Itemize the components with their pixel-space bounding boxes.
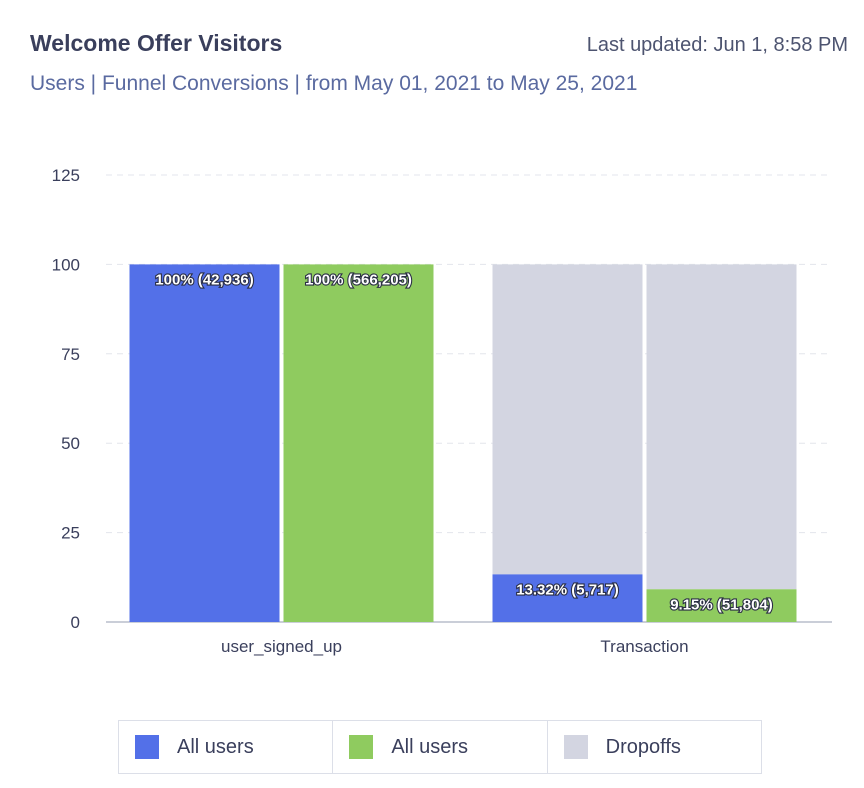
funnel-chart: 0 25 50 75 100 125 100% (42,936) 100% (566,205)…: [52, 166, 832, 656]
legend-item-dropoffs[interactable]: Dropoffs: [548, 721, 761, 773]
legend-label: All users: [177, 735, 254, 758]
y-tick-label: 25: [61, 524, 80, 543]
data-bar: [646, 589, 797, 622]
y-tick-label: 0: [71, 613, 80, 632]
legend-swatch-grey: [563, 735, 588, 759]
legend-label: Dropoffs: [605, 735, 681, 758]
legend-swatch-green: [349, 735, 374, 759]
y-tick-label: 75: [61, 345, 80, 364]
dropoff-bar: [492, 264, 643, 575]
y-tick-label: 100: [52, 255, 80, 274]
legend: All users All users Dropoffs: [118, 720, 762, 774]
bar-data-label: 100% (42,936): [155, 271, 253, 288]
bar-data-label: 100% (566,205): [305, 271, 412, 288]
data-bar: [129, 264, 280, 622]
data-bar: [283, 264, 434, 622]
legend-item-all-users-blue[interactable]: All users: [119, 721, 334, 773]
bar-data-label: 13.32% (5,717): [516, 581, 619, 598]
last-updated-text: Last updated: Jun 1, 8:58 PM: [586, 34, 848, 56]
dropoff-bar: [646, 264, 797, 590]
chart-subtitle: Users | Funnel Conversions | from May 01…: [30, 72, 638, 95]
bar-data-label: 9.15% (51,804): [670, 596, 773, 613]
legend-label: All users: [391, 735, 469, 758]
y-tick-label: 50: [61, 434, 80, 453]
data-bar: [492, 574, 643, 622]
y-tick-label: 125: [52, 166, 80, 185]
legend-swatch-blue: [135, 735, 159, 759]
legend-item-all-users-green[interactable]: All users: [333, 721, 548, 773]
x-tick-label: Transaction: [600, 637, 688, 656]
chart-title: Welcome Offer Visitors: [30, 30, 283, 56]
x-tick-label: user_signed_up: [221, 637, 342, 656]
